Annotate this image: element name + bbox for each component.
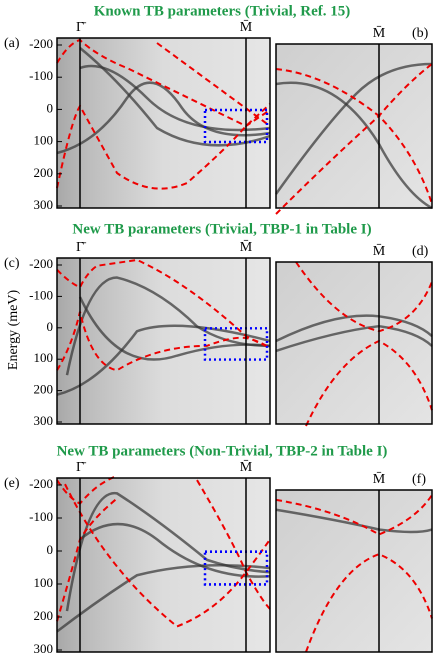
k-label: M̄ — [240, 460, 253, 476]
arpes-band — [275, 508, 433, 534]
bands — [56, 474, 271, 633]
band-panel — [56, 474, 271, 653]
k-label: Γ̄ — [76, 20, 87, 35]
panel-label: (b) — [412, 26, 429, 41]
y-tick-label: -100 — [29, 68, 53, 83]
arpes-band — [79, 64, 271, 132]
y-tick-label: 0 — [47, 319, 54, 334]
arpes-band — [275, 324, 433, 353]
tb-band — [156, 42, 271, 127]
k-label: Γ̄ — [76, 240, 87, 255]
bands — [275, 494, 433, 653]
y-tick-label: -100 — [29, 287, 53, 302]
k-label: M̄ — [373, 472, 386, 488]
y-tick-label: 200 — [34, 382, 54, 397]
arpes-image — [276, 44, 432, 208]
frame — [275, 43, 433, 209]
y-tick-label: 0 — [47, 542, 54, 557]
y-tick-label: 100 — [34, 575, 54, 590]
panel-title: New TB parameters (Non-Trivial, TBP-2 in… — [57, 443, 388, 459]
y-tick-label: 200 — [34, 165, 54, 180]
frame — [275, 261, 433, 425]
frame — [56, 37, 271, 209]
k-label: M̄ — [373, 26, 386, 42]
y-tick-label: -100 — [29, 509, 53, 524]
y-tick-label: 300 — [34, 641, 54, 656]
arpes-band — [56, 324, 271, 396]
zoom-panel — [275, 261, 433, 427]
panel-title: Known TB parameters (Trivial, Ref. 15) — [94, 3, 351, 19]
panel-label: (a) — [4, 36, 20, 51]
k-label: M̄ — [240, 20, 253, 36]
k-label: Γ̄ — [76, 460, 87, 475]
arpes-band — [78, 296, 271, 361]
y-tick-label: -200 — [29, 256, 53, 271]
frame — [56, 257, 271, 425]
arpes-image — [276, 490, 432, 652]
tb-band — [64, 483, 271, 628]
y-tick-label: 100 — [34, 350, 54, 365]
tb-band — [56, 258, 271, 349]
tb-band — [275, 494, 433, 536]
band-panel — [56, 37, 271, 209]
zoom-box — [203, 108, 269, 144]
k-label: M̄ — [373, 244, 386, 260]
arpes-band — [275, 314, 433, 343]
tb-band — [275, 63, 433, 215]
arpes-band — [79, 522, 271, 578]
frame — [56, 477, 271, 653]
arpes-band — [56, 81, 271, 155]
panel-label: (e) — [4, 476, 20, 491]
y-tick-label: 200 — [34, 608, 54, 623]
y-tick-label: 300 — [34, 197, 54, 212]
y-tick-label: -200 — [29, 476, 53, 491]
k-label: M̄ — [240, 240, 253, 256]
panel-label: (f) — [412, 472, 426, 487]
band-panel — [56, 257, 271, 425]
y-tick-label: 300 — [34, 413, 54, 428]
zoom-box — [203, 550, 269, 586]
y-tick-label: 0 — [47, 100, 54, 115]
y-axis-label: Energy (meV) — [6, 290, 21, 371]
zoom-panel — [274, 43, 433, 215]
y-tick-label: -200 — [29, 36, 53, 51]
panel-label: (d) — [412, 244, 429, 259]
arpes-band — [274, 62, 433, 195]
panel-label: (c) — [4, 256, 20, 271]
zoom-panel — [275, 489, 433, 653]
panel-title: New TB parameters (Trivial, TBP-1 in Tab… — [72, 221, 371, 237]
frame — [275, 489, 433, 653]
zoom-box — [203, 327, 269, 361]
tb-band — [305, 553, 433, 653]
y-tick-label: 100 — [34, 133, 54, 148]
arpes-band — [56, 563, 271, 633]
tb-band — [196, 479, 271, 610]
